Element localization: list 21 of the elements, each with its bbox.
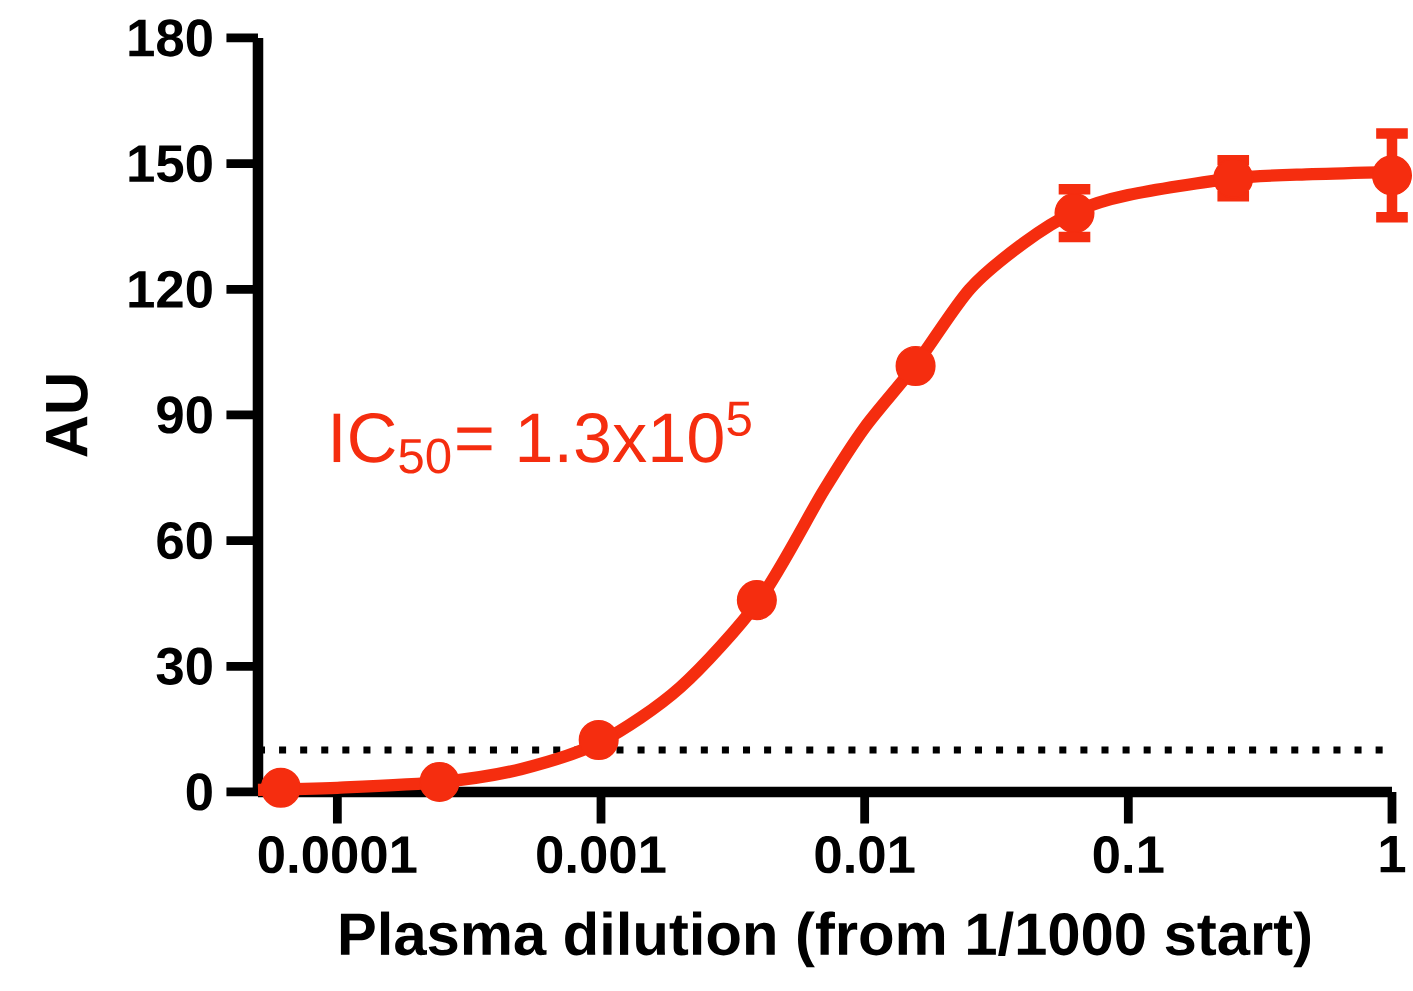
y-axis-title: AU: [46, 375, 88, 457]
y-tick-label: 30: [156, 647, 212, 686]
x-tick-label: 0.001: [537, 836, 666, 874]
annotation: IC$_{50}$= 1.3x10$^{5}$: [333, 401, 751, 474]
y-tick-label: 60: [157, 521, 212, 560]
x-axis-title: Plasma dilution (from 1/1000 start): [340, 911, 1311, 968]
x-tick-label: 0.0001: [258, 836, 417, 874]
y-tick-label: 90: [157, 396, 212, 434]
point: [1054, 193, 1095, 234]
y-tick-label: 120: [129, 270, 212, 308]
point: [736, 580, 777, 621]
y-tick-label: 0: [186, 773, 212, 811]
point: [578, 720, 619, 761]
y-tick-label: 180: [129, 19, 212, 57]
x-tick-label: 0.1: [1093, 836, 1164, 874]
y-tick-label: 150: [129, 144, 212, 183]
point: [895, 345, 936, 387]
x-tick-label: 1: [1380, 836, 1406, 873]
x-tick-label: 0.01: [815, 836, 915, 874]
point: [419, 761, 460, 802]
point: [260, 767, 301, 808]
